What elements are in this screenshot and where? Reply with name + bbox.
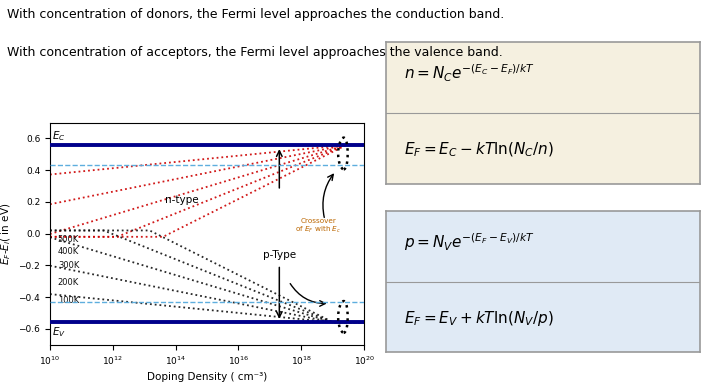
X-axis label: Doping Density ( cm⁻³): Doping Density ( cm⁻³) [147, 372, 267, 382]
Text: $E_F = E_V + kT\ln(N_V/p)$: $E_F = E_V + kT\ln(N_V/p)$ [404, 309, 554, 328]
Text: $E_F = E_C - kT\ln(N_C/n)$: $E_F = E_C - kT\ln(N_C/n)$ [404, 141, 554, 159]
Text: 200K: 200K [58, 278, 79, 286]
Text: With concentration of donors, the Fermi level approaches the conduction band.: With concentration of donors, the Fermi … [7, 8, 504, 21]
Text: p-Type: p-Type [263, 250, 296, 260]
Text: $E_V$: $E_V$ [51, 326, 66, 339]
Text: 400K: 400K [58, 247, 79, 256]
Y-axis label: $E_F$-$E_i$( in eV): $E_F$-$E_i$( in eV) [0, 203, 13, 265]
Text: 100K: 100K [58, 296, 79, 305]
Text: $E_C$: $E_C$ [51, 129, 65, 143]
Text: n-type: n-type [165, 195, 198, 206]
Text: With concentration of acceptors, the Fermi level approaches the valence band.: With concentration of acceptors, the Fer… [7, 46, 503, 59]
Text: $n = N_C e^{-(E_C-E_F)/kT}$: $n = N_C e^{-(E_C-E_F)/kT}$ [404, 62, 536, 84]
Text: 300K: 300K [58, 261, 79, 270]
Text: $p = N_V e^{-(E_F-E_V)/kT}$: $p = N_V e^{-(E_F-E_V)/kT}$ [404, 231, 535, 253]
Text: Crossover
of $E_F$ with $E_c$: Crossover of $E_F$ with $E_c$ [296, 218, 342, 235]
Text: 500K: 500K [58, 236, 79, 244]
